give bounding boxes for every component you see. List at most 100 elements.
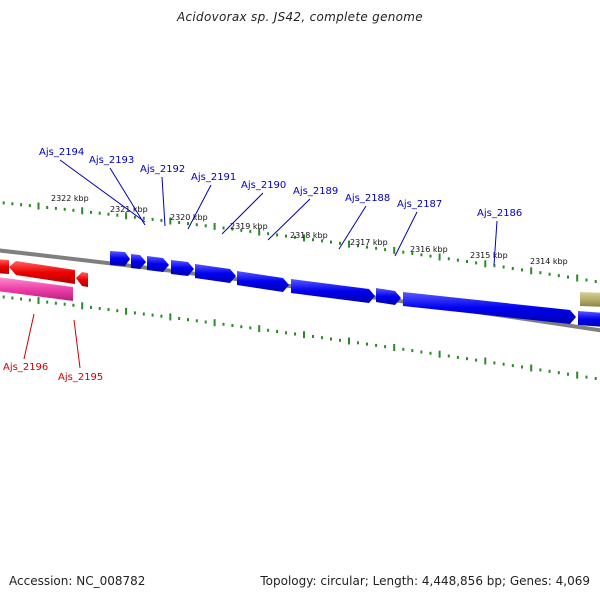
major-tick	[303, 331, 305, 339]
kbp-label: 2317 kbp	[350, 238, 388, 247]
minor-tick	[133, 311, 136, 315]
gene-label-ajs-2192[interactable]: Ajs_2192	[140, 164, 185, 175]
minor-tick	[28, 298, 31, 302]
minor-tick	[240, 325, 243, 329]
reverse-tick-track	[2, 295, 597, 380]
gene-label-ajs-2187[interactable]: Ajs_2187	[397, 199, 442, 210]
gene-arrow[interactable]	[403, 292, 576, 324]
major-tick	[169, 217, 172, 225]
major-tick	[81, 302, 84, 310]
minor-tick	[402, 347, 405, 351]
minor-tick	[539, 368, 542, 372]
gene-arrow[interactable]	[76, 272, 88, 287]
gene-label-ajs-2191[interactable]: Ajs_2191	[191, 172, 236, 183]
gene-arrow[interactable]	[0, 277, 73, 301]
gene-label-ajs-2189[interactable]: Ajs_2189	[293, 186, 338, 197]
minor-tick	[46, 300, 49, 304]
minor-tick	[375, 246, 378, 250]
minor-tick	[502, 362, 505, 366]
minor-tick	[330, 337, 332, 341]
minor-tick	[195, 223, 198, 227]
gene-label-ajs-2196[interactable]: Ajs_2196	[3, 362, 48, 373]
gene-label-ajs-2188[interactable]: Ajs_2188	[345, 193, 390, 204]
minor-tick	[567, 275, 569, 279]
minor-tick	[151, 217, 154, 221]
minor-tick	[339, 338, 341, 342]
minor-tick	[222, 226, 225, 230]
kbp-label: 2315 kbp	[470, 251, 508, 260]
gene-arrow[interactable]	[291, 279, 375, 303]
gene-label-ajs-2190[interactable]: Ajs_2190	[241, 180, 286, 191]
minor-tick	[249, 229, 252, 233]
major-tick	[37, 202, 40, 210]
gene-arrow[interactable]	[376, 288, 401, 305]
kbp-label: 2321 kbp	[110, 205, 148, 214]
gene-label-ajs-2193[interactable]: Ajs_2193	[89, 155, 134, 166]
major-tick	[530, 267, 533, 275]
gene-label-ajs-2194[interactable]: Ajs_2194	[39, 147, 84, 158]
gene-arrow[interactable]	[578, 311, 600, 327]
minor-tick	[116, 309, 119, 313]
major-tick	[303, 234, 305, 242]
minor-tick	[475, 261, 478, 265]
minor-tick	[187, 222, 189, 226]
minor-tick	[98, 211, 101, 215]
gene-arrow[interactable]	[9, 261, 75, 284]
major-tick	[484, 357, 487, 365]
minor-tick	[267, 232, 270, 236]
kbp-label: 2318 kbp	[290, 231, 328, 240]
feature-block[interactable]	[580, 292, 600, 307]
major-tick	[169, 313, 172, 321]
gene-label-ajs-2195[interactable]: Ajs_2195	[58, 372, 103, 383]
label-leader-line	[59, 159, 146, 223]
gene-arrow[interactable]	[237, 271, 289, 292]
minor-tick	[475, 358, 478, 362]
minor-tick	[133, 215, 136, 219]
minor-tick	[521, 268, 523, 272]
minor-tick	[54, 301, 57, 305]
label-leader-line	[221, 192, 264, 235]
minor-tick	[28, 204, 31, 208]
gene-arrow[interactable]	[171, 260, 194, 276]
minor-tick	[557, 274, 560, 278]
minor-tick	[366, 245, 368, 249]
minor-tick	[594, 280, 597, 283]
minor-tick	[511, 267, 514, 270]
label-leader-line	[73, 319, 81, 369]
minor-tick	[420, 350, 423, 354]
gene-arrow[interactable]	[110, 251, 130, 266]
minor-tick	[240, 228, 243, 232]
major-tick	[530, 364, 533, 372]
accession-text: Accession: NC_008782	[9, 574, 146, 588]
gene-arrow[interactable]	[0, 259, 9, 274]
minor-tick	[11, 296, 14, 300]
gene-arrow[interactable]	[195, 264, 236, 283]
minor-tick	[160, 314, 163, 318]
minor-tick	[321, 239, 323, 243]
minor-tick	[285, 331, 287, 335]
minor-tick	[204, 320, 207, 324]
gene-arrow[interactable]	[131, 254, 146, 269]
minor-tick	[249, 326, 252, 330]
forward-tick-track	[2, 201, 597, 283]
minor-tick	[107, 212, 110, 216]
minor-tick	[312, 238, 314, 242]
minor-tick	[456, 355, 459, 359]
major-tick	[37, 297, 40, 305]
minor-tick	[502, 265, 505, 269]
genome-summary: Topology: circular; Length: 4,448,856 bp…	[260, 574, 590, 588]
minor-tick	[548, 369, 551, 373]
gene-arrow[interactable]	[147, 256, 169, 272]
minor-tick	[402, 250, 405, 254]
gene-label-ajs-2186[interactable]: Ajs_2186	[477, 208, 522, 219]
minor-tick	[160, 218, 163, 222]
minor-tick	[585, 278, 588, 282]
minor-tick	[20, 297, 23, 301]
major-tick	[348, 337, 350, 345]
major-tick	[81, 207, 84, 215]
minor-tick	[276, 330, 279, 333]
minor-tick	[411, 252, 414, 255]
minor-tick	[294, 235, 296, 239]
major-tick	[258, 228, 261, 236]
